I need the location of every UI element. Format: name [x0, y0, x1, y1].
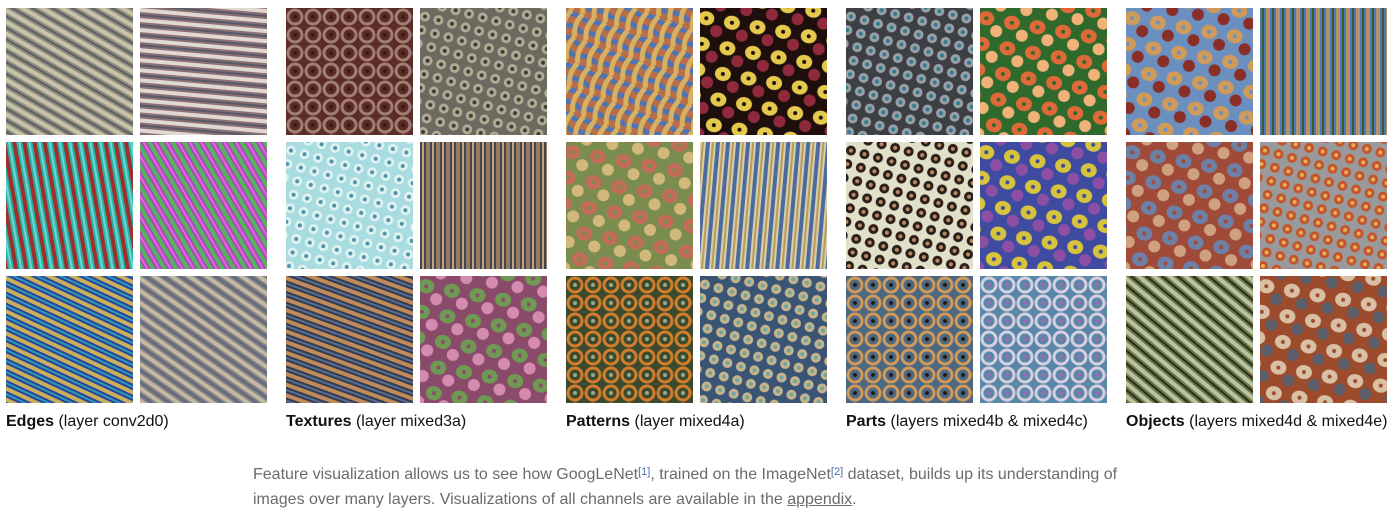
visualization-tile-objects-5 — [1126, 276, 1253, 403]
visualization-grid — [286, 8, 548, 403]
feature-group-edges: Edges (layer conv2d0) — [6, 8, 268, 403]
feature-group-patterns: Patterns (layer mixed4a) — [566, 8, 828, 403]
visualization-tile-edges-1 — [6, 8, 133, 135]
visualization-tile-textures-4 — [420, 142, 547, 269]
visualization-tile-patterns-1 — [566, 8, 693, 135]
group-caption: Objects (layers mixed4d & mixed4e) — [1126, 413, 1387, 431]
group-layer-label: (layers mixed4d & mixed4e) — [1189, 413, 1387, 430]
para-text-2: , trained on the ImageNet — [650, 466, 831, 483]
visualization-tile-edges-2 — [140, 8, 267, 135]
visualization-tile-patterns-5 — [566, 276, 693, 403]
visualization-tile-textures-2 — [420, 8, 547, 135]
visualization-tile-parts-5 — [846, 276, 973, 403]
visualization-tile-parts-2 — [980, 8, 1107, 135]
group-layer-label: (layer mixed4a) — [634, 413, 744, 430]
visualization-grid — [846, 8, 1108, 403]
visualization-tile-objects-1 — [1126, 8, 1253, 135]
group-title: Patterns — [566, 413, 630, 430]
group-caption: Patterns (layer mixed4a) — [566, 413, 745, 431]
citation-imagenet[interactable]: [2] — [831, 466, 843, 478]
para-text-4: . — [852, 491, 856, 508]
group-title: Textures — [286, 413, 352, 430]
visualization-tile-parts-3 — [846, 142, 973, 269]
feature-group-objects: Objects (layers mixed4d & mixed4e) — [1126, 8, 1388, 403]
visualization-tile-parts-1 — [846, 8, 973, 135]
feature-group-textures: Textures (layer mixed3a) — [286, 8, 548, 403]
visualization-tile-textures-5 — [286, 276, 413, 403]
visualization-tile-parts-6 — [980, 276, 1107, 403]
visualization-tile-edges-3 — [6, 142, 133, 269]
appendix-link[interactable]: appendix — [787, 491, 852, 508]
feature-group-parts: Parts (layers mixed4b & mixed4c) — [846, 8, 1108, 403]
visualization-grid — [1126, 8, 1388, 403]
visualization-tile-textures-3 — [286, 142, 413, 269]
visualization-tile-patterns-3 — [566, 142, 693, 269]
visualization-tile-objects-3 — [1126, 142, 1253, 269]
visualization-tile-objects-2 — [1260, 8, 1387, 135]
visualization-tile-patterns-6 — [700, 276, 827, 403]
group-caption: Textures (layer mixed3a) — [286, 413, 466, 431]
group-caption: Edges (layer conv2d0) — [6, 413, 169, 431]
group-title: Edges — [6, 413, 54, 430]
para-text-1: Feature visualization allows us to see h… — [253, 466, 638, 483]
visualization-tile-textures-6 — [420, 276, 547, 403]
visualization-grid — [566, 8, 828, 403]
visualization-tile-patterns-4 — [700, 142, 827, 269]
visualization-tile-objects-6 — [1260, 276, 1387, 403]
visualization-tile-objects-4 — [1260, 142, 1387, 269]
group-layer-label: (layers mixed4b & mixed4c) — [890, 413, 1087, 430]
visualization-tile-patterns-2 — [700, 8, 827, 135]
group-title: Parts — [846, 413, 886, 430]
group-caption: Parts (layers mixed4b & mixed4c) — [846, 413, 1088, 431]
visualization-tile-edges-4 — [140, 142, 267, 269]
figure-caption-paragraph: Feature visualization allows us to see h… — [253, 460, 1173, 512]
group-layer-label: (layer mixed3a) — [356, 413, 466, 430]
visualization-tile-parts-4 — [980, 142, 1107, 269]
visualization-tile-textures-1 — [286, 8, 413, 135]
visualization-grid — [6, 8, 268, 403]
visualization-tile-edges-6 — [140, 276, 267, 403]
group-title: Objects — [1126, 413, 1185, 430]
group-layer-label: (layer conv2d0) — [58, 413, 168, 430]
citation-googlenet[interactable]: [1] — [638, 466, 650, 478]
visualization-tile-edges-5 — [6, 276, 133, 403]
